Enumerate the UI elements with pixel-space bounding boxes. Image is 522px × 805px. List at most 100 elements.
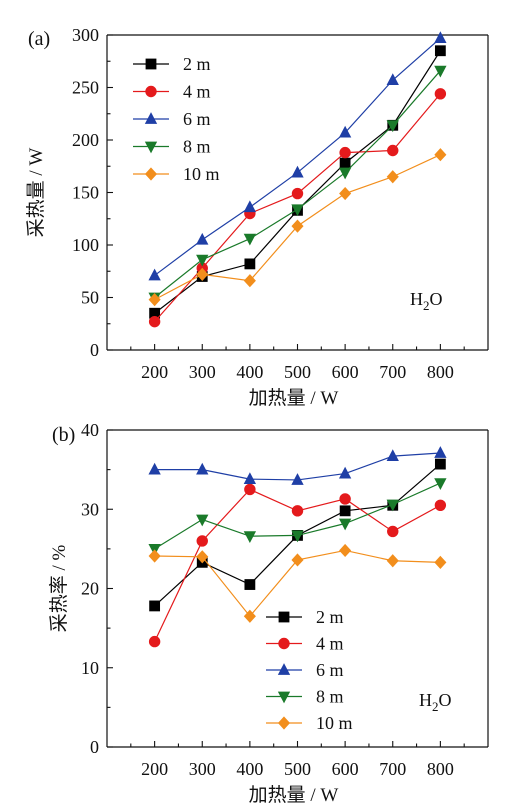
data-point	[291, 473, 304, 485]
medium-annotation: H2O	[419, 690, 452, 714]
data-point	[386, 449, 399, 462]
legend-item: 8 m	[266, 687, 344, 707]
legend-marker	[145, 85, 157, 98]
legend-item: 6 m	[266, 660, 344, 680]
data-point	[244, 579, 256, 590]
data-point	[196, 550, 209, 564]
data-point	[196, 254, 209, 267]
data-point	[243, 274, 256, 288]
data-point	[291, 553, 304, 567]
data-point	[196, 232, 209, 245]
x-tick-label: 600	[332, 362, 359, 382]
data-point	[387, 525, 399, 538]
data-point	[291, 187, 304, 200]
data-point	[434, 88, 447, 100]
series-4m	[148, 483, 447, 648]
y-tick-label: 100	[72, 235, 99, 255]
data-point	[243, 200, 257, 213]
chart-panel-a: 0 50 100 150 200 250 300 200 300 400 500 600 700 800 加…	[25, 25, 489, 409]
legend-label: 10 m	[316, 713, 353, 733]
series-10m	[148, 148, 447, 307]
data-point	[386, 120, 399, 133]
panel-label: (a)	[28, 28, 50, 50]
data-point	[434, 555, 447, 569]
data-point	[338, 167, 352, 180]
chart-panel-b: 0 10 20 30 40 200 300 400 500 600 700 800 加热量 / W 采热率…	[48, 420, 489, 805]
data-point	[434, 478, 447, 490]
y-tick-label: 20	[81, 579, 99, 599]
data-point	[339, 157, 351, 169]
data-point	[244, 258, 256, 270]
legend-label: 8 m	[316, 687, 344, 707]
legend-marker	[277, 716, 291, 730]
x-tick-label: 300	[189, 362, 216, 382]
data-point	[243, 609, 256, 623]
legend-marker	[278, 637, 290, 650]
y-tick-label: 150	[72, 183, 99, 203]
y-tick-label: 50	[81, 288, 99, 308]
data-point	[196, 535, 208, 547]
series-10m	[148, 543, 447, 623]
legend-item: 6 m	[133, 109, 211, 129]
series-8m	[148, 478, 447, 556]
legend-marker	[277, 663, 291, 675]
data-point	[338, 518, 352, 531]
legend-item: 10 m	[133, 164, 220, 184]
legend-item: 8 m	[133, 137, 211, 157]
data-point	[434, 499, 447, 511]
y-tick-label: 10	[81, 658, 99, 678]
legend: 2 m 4 m 6 m 8 m 10 m	[266, 607, 353, 733]
data-point	[338, 125, 352, 138]
x-tick-label: 700	[379, 759, 406, 779]
x-tick-label: 200	[141, 362, 168, 382]
data-point	[339, 146, 351, 159]
data-point	[244, 483, 256, 496]
y-tick-label: 0	[90, 737, 99, 757]
data-point	[434, 45, 446, 57]
legend-label: 6 m	[316, 660, 344, 680]
legend-item: 4 m	[133, 82, 211, 102]
series-6m	[148, 31, 447, 281]
series-line	[154, 70, 441, 298]
data-point	[434, 148, 447, 162]
x-tick-label: 200	[141, 759, 168, 779]
x-tick-label: 300	[189, 759, 216, 779]
series-8m	[148, 65, 447, 305]
legend-item: 2 m	[133, 54, 211, 74]
legend-label: 10 m	[183, 164, 220, 184]
data-point	[148, 462, 161, 475]
data-point	[434, 446, 447, 458]
series-6m	[148, 446, 447, 485]
legend-label: 4 m	[316, 634, 344, 654]
x-axis-title: 加热量 / W	[249, 784, 339, 805]
y-tick-label: 200	[72, 130, 99, 150]
data-point	[148, 635, 161, 648]
data-point	[387, 144, 399, 157]
legend-label: 2 m	[183, 54, 211, 74]
legend-marker	[144, 141, 158, 154]
legend-marker	[278, 611, 290, 623]
legend-item: 2 m	[266, 607, 344, 627]
data-point	[339, 543, 352, 558]
x-tick-label: 400	[236, 759, 263, 779]
legend-marker	[145, 58, 157, 70]
x-tick-label: 500	[284, 362, 311, 382]
legend-label: 4 m	[183, 82, 211, 102]
y-tick-label: 300	[72, 25, 99, 45]
data-point	[243, 233, 257, 246]
data-point	[291, 219, 304, 233]
y-tick-label: 30	[81, 499, 99, 519]
data-point	[386, 170, 399, 184]
data-point	[291, 165, 304, 178]
panel-label: (b)	[52, 424, 75, 446]
medium-annotation: H2O	[410, 289, 443, 313]
data-point	[196, 267, 209, 281]
data-point	[291, 505, 304, 517]
data-point	[196, 462, 209, 475]
x-tick-label: 400	[236, 362, 263, 382]
legend-label: 8 m	[183, 137, 211, 157]
data-point	[338, 466, 352, 479]
x-tick-label: 800	[427, 759, 454, 779]
y-tick-label: 250	[72, 78, 99, 98]
